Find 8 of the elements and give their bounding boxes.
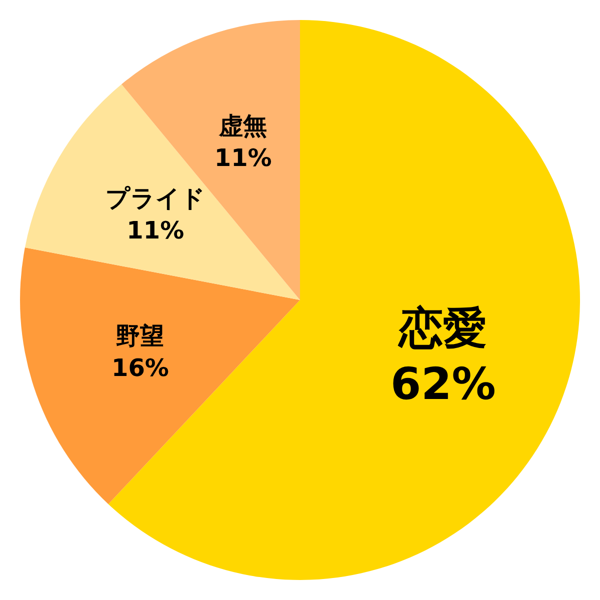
slice-label: プライド [105, 184, 206, 212]
slice-label: 野望 [116, 322, 164, 350]
data-label: 11% [214, 144, 272, 172]
slice-label: 虚無 [218, 112, 268, 140]
data-label: 11% [126, 216, 184, 244]
slice-label: 恋愛 [397, 303, 488, 354]
data-label: 62% [390, 359, 496, 410]
data-label: 16% [111, 354, 169, 382]
